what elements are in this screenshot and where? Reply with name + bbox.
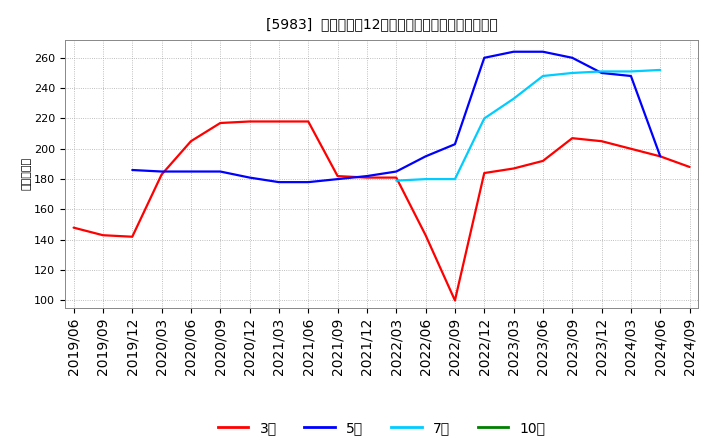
Y-axis label: （百万円）: （百万円） [21, 157, 31, 191]
7年 [480, 116, 489, 121]
3年 [421, 233, 430, 238]
5年 [216, 169, 225, 174]
5年 [186, 169, 195, 174]
3年 [186, 139, 195, 144]
3年 [157, 172, 166, 177]
5年 [246, 175, 254, 180]
3年 [363, 175, 372, 180]
5年 [274, 180, 283, 185]
5年 [392, 169, 400, 174]
3年 [246, 119, 254, 124]
3年 [392, 175, 400, 180]
5年 [128, 167, 137, 172]
3年 [333, 173, 342, 179]
3年 [216, 121, 225, 126]
5年 [157, 169, 166, 174]
7年 [509, 96, 518, 101]
3年 [568, 136, 577, 141]
5年 [451, 142, 459, 147]
7年 [421, 176, 430, 182]
3年 [626, 146, 635, 151]
Line: 5年: 5年 [132, 52, 660, 182]
3年 [480, 170, 489, 176]
5年 [333, 176, 342, 182]
7年 [451, 176, 459, 182]
7年 [598, 69, 606, 74]
7年 [392, 178, 400, 183]
5年 [480, 55, 489, 60]
3年 [685, 164, 694, 169]
5年 [568, 55, 577, 60]
Legend: 3年, 5年, 7年, 10年: 3年, 5年, 7年, 10年 [212, 415, 551, 440]
5年 [304, 180, 312, 185]
7年 [568, 70, 577, 76]
Line: 7年: 7年 [396, 70, 660, 181]
5年 [539, 49, 547, 55]
3年 [69, 225, 78, 230]
3年 [451, 298, 459, 303]
3年 [304, 119, 312, 124]
3年 [274, 119, 283, 124]
7年 [626, 69, 635, 74]
5年 [363, 173, 372, 179]
7年 [539, 73, 547, 79]
7年 [656, 67, 665, 73]
5年 [656, 154, 665, 159]
Title: [5983]  当期純利益12か月移動合計の標準偏差の推移: [5983] 当期純利益12か月移動合計の標準偏差の推移 [266, 18, 498, 32]
5年 [626, 73, 635, 79]
3年 [99, 233, 107, 238]
3年 [539, 158, 547, 164]
3年 [656, 154, 665, 159]
5年 [509, 49, 518, 55]
3年 [598, 139, 606, 144]
5年 [598, 70, 606, 76]
5年 [421, 154, 430, 159]
3年 [509, 166, 518, 171]
Line: 3年: 3年 [73, 121, 690, 301]
3年 [128, 234, 137, 239]
